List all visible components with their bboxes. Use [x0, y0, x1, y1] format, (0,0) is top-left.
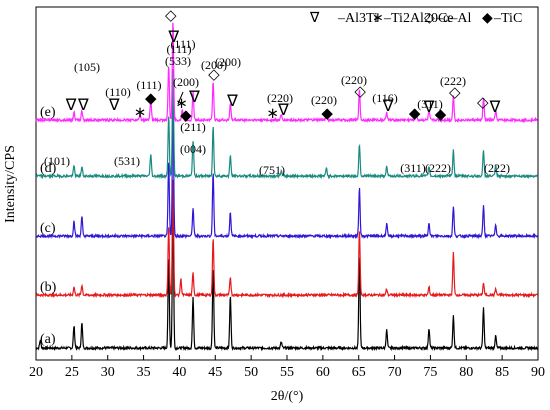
peak-marker: ∇	[277, 102, 289, 119]
legend-label-alpha-al: –α–Al	[435, 11, 471, 26]
peak-annotation: (751)	[259, 163, 285, 177]
peak-annotation: (311)	[417, 97, 443, 111]
legend-symbol-alpha-al: ◇	[424, 11, 435, 26]
peak-annotation: (111)	[170, 37, 195, 51]
peak-marker: ◇	[208, 67, 220, 83]
annotations: (101) (531)(004)(751) (311) (222) (222)(105)…	[44, 8, 510, 177]
peak-marker: ∇	[382, 98, 394, 115]
series-label-b: (b)	[40, 280, 57, 295]
series-label-d: (d)	[40, 161, 57, 176]
peak-annotation: (531)	[114, 154, 140, 168]
peak-marker: ∇	[423, 99, 435, 116]
peak-marker: ∇	[77, 97, 89, 114]
series-label-a: (a)	[40, 332, 56, 347]
peak-annotation: (004)	[180, 142, 206, 156]
x-tick-label: 85	[495, 365, 509, 380]
y-axis-label: Intensity/CPS	[3, 145, 18, 223]
x-axis-label: 2θ/(°)	[271, 389, 304, 404]
peak-annotation: (220)	[341, 73, 367, 87]
peak-marker: ∇	[188, 89, 200, 106]
x-tick-label: 75	[423, 365, 437, 380]
x-tick-label: 30	[101, 365, 115, 380]
legend-label-al3ti: –Al3Ti	[337, 11, 378, 26]
series-label-c: (c)	[40, 221, 56, 236]
peak-marker: ◇	[354, 84, 366, 100]
peak-marker: ◇	[165, 8, 177, 24]
peak-marker: ◆	[145, 91, 157, 107]
x-tick-label: 60	[316, 365, 330, 380]
legend-symbol-tic: ◆	[482, 11, 493, 26]
peak-annotation: (110)	[105, 85, 131, 99]
peak-marker: ∗	[175, 96, 188, 112]
peak-annotation: (111)	[136, 78, 161, 92]
annotation-arrow	[177, 91, 184, 105]
peak-marker: ∇	[489, 99, 501, 116]
peak-annotation: (222)	[440, 74, 466, 88]
peak-marker: ∇	[226, 93, 238, 110]
x-tick-label: 90	[531, 365, 545, 380]
peak-annotation: (105)	[74, 60, 100, 74]
peak-marker: ∗	[134, 105, 147, 121]
peak-annotation: (200)	[215, 55, 241, 69]
x-tick-label: 45	[208, 365, 222, 380]
peak-marker: ◆	[409, 106, 421, 122]
peak-annotation: (101)	[44, 154, 70, 168]
legend: ∇ –Al3Ti ∗ –Ti2Al20Ce ◇ –α–Al ◆ –TiC	[309, 11, 522, 26]
peak-annotation: (211)	[180, 120, 206, 134]
traces: (a) (b) (c) (d) (e)	[35, 22, 539, 352]
peak-marker: ◇	[449, 85, 461, 101]
legend-symbol-al3ti: ∇	[309, 11, 320, 26]
x-tick-label: 70	[388, 365, 402, 380]
peak-annotation: (200)	[201, 58, 227, 72]
x-tick-label: 80	[459, 365, 473, 380]
peak-marker: ∗	[266, 106, 279, 122]
x-axis-ticks: 20 25 30 35 40 45 50 55 60 65 70 75 80 85 90	[29, 355, 545, 380]
peak-marker: ◆	[180, 108, 192, 124]
plot-frame	[35, 6, 539, 361]
legend-symbol-ti2al20ce: ∗	[372, 11, 384, 26]
peak-annotation: (220)	[267, 91, 293, 105]
peak-marker: ◇	[477, 95, 489, 111]
series-line-a	[35, 211, 539, 352]
series-line-e	[35, 22, 538, 124]
series-line-c	[35, 105, 538, 240]
peak-marker: ◆	[435, 107, 447, 123]
x-tick-label: 40	[172, 365, 186, 380]
peak-marker: ∇	[167, 29, 179, 46]
peak-marker: ◆	[321, 106, 333, 122]
peak-annotation: (311)	[400, 161, 426, 175]
peak-annotation: (220)	[311, 93, 337, 107]
peak-marker: ∇	[108, 97, 120, 114]
peak-annotation: (200)	[173, 75, 199, 89]
peak-marker: ∇	[65, 97, 77, 114]
peak-annotation: (222)	[425, 161, 451, 175]
series-line-b	[35, 179, 539, 299]
legend-label-tic: –TiC	[493, 11, 522, 26]
x-tick-label: 50	[244, 365, 258, 380]
series-line-d	[35, 69, 539, 180]
series-label-e: (e)	[40, 105, 56, 120]
x-tick-label: 65	[352, 365, 366, 380]
legend-label-ti2al20ce: –Ti2Al20Ce	[383, 11, 454, 26]
peak-annotation: (533)	[165, 54, 191, 68]
x-tick-label: 20	[29, 365, 43, 380]
peak-annotation: (222)	[484, 161, 510, 175]
x-tick-label: 35	[137, 365, 151, 380]
peak-annotation: (111)	[166, 42, 191, 56]
peak-annotation: (116)	[372, 91, 398, 105]
x-tick-label: 25	[65, 365, 79, 380]
x-tick-label: 55	[280, 365, 294, 380]
